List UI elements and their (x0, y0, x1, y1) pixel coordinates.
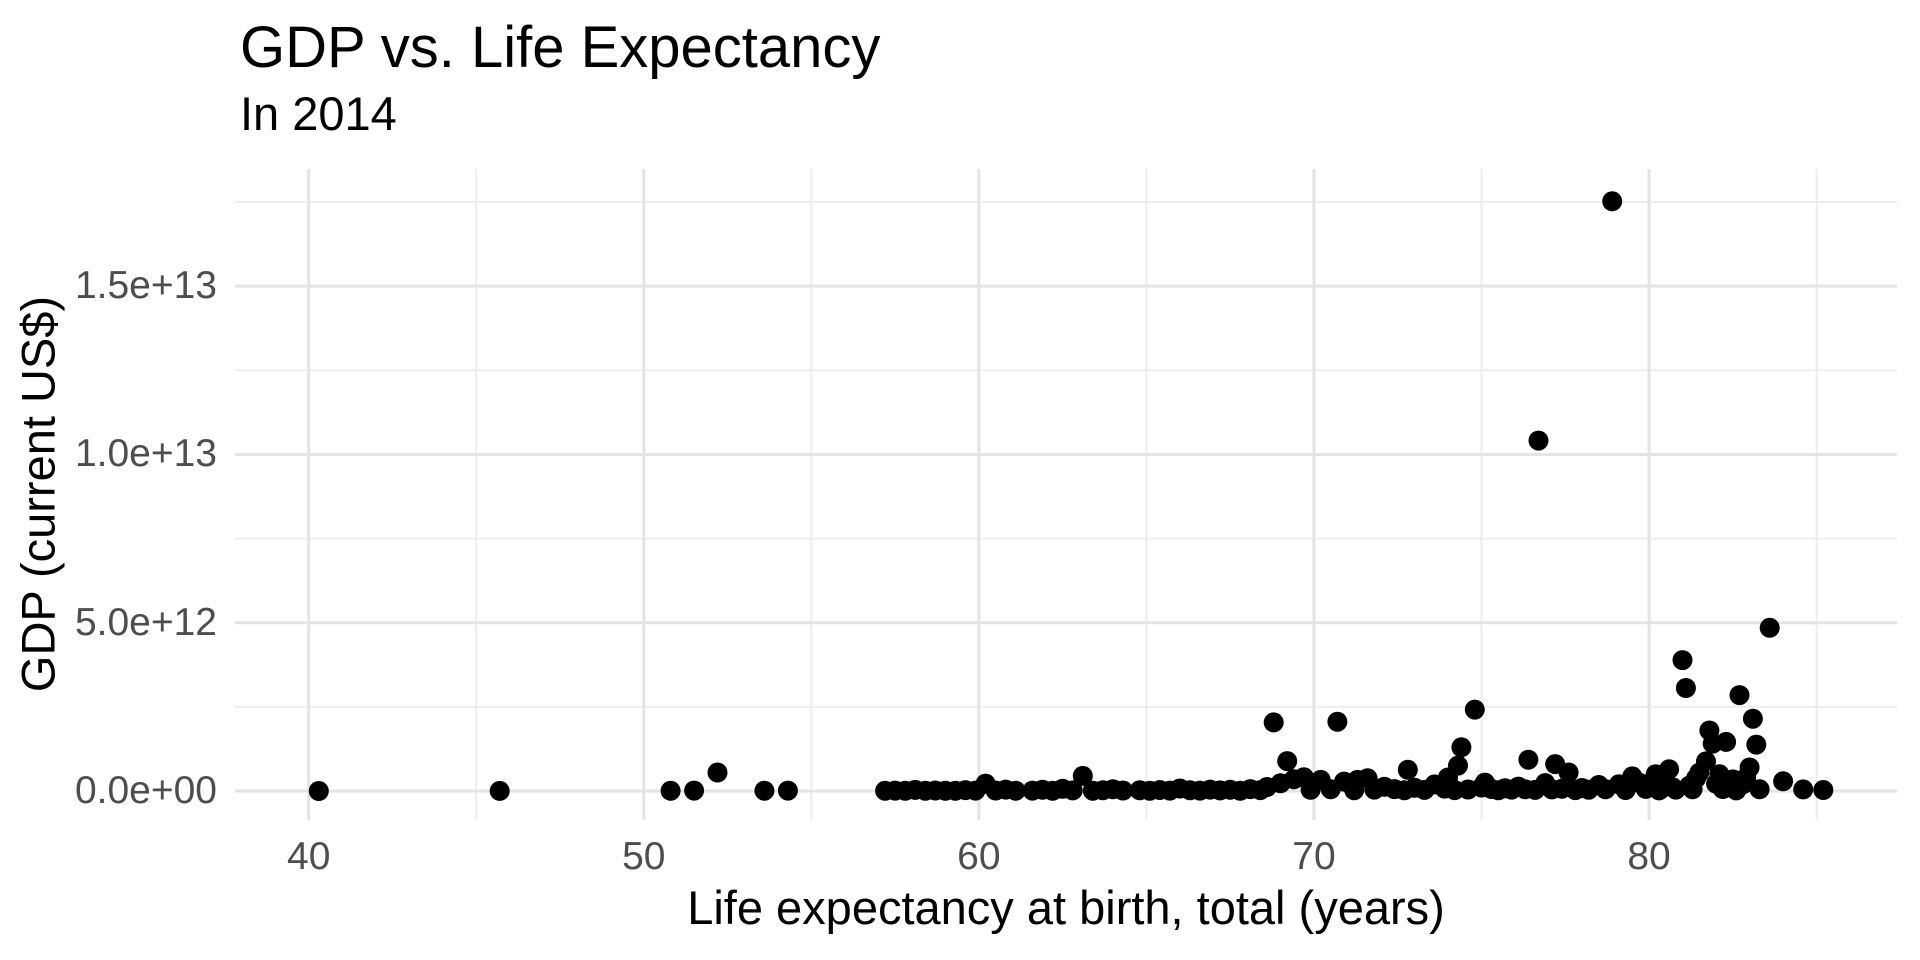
data-point (1062, 780, 1083, 801)
data-point (1659, 759, 1680, 780)
data-point (1759, 617, 1780, 638)
data-point (1793, 779, 1814, 800)
data-point (1327, 711, 1348, 732)
data-point (1072, 765, 1093, 786)
y-tick-label: 5.0e+12 (74, 600, 217, 644)
x-tick-label: 70 (1292, 835, 1336, 878)
y-tick-label: 0.0e+00 (74, 769, 217, 813)
data-point (1813, 780, 1834, 800)
data-point (1113, 780, 1133, 801)
data-point (489, 780, 510, 801)
chart-subtitle: In 2014 (240, 87, 397, 140)
data-point (1397, 759, 1418, 780)
data-point (707, 762, 728, 783)
data-point (1518, 749, 1539, 770)
x-tick-label: 80 (1627, 835, 1671, 878)
data-point (1749, 779, 1770, 800)
data-point (660, 780, 681, 801)
data-point (1729, 685, 1750, 706)
data-point (1528, 430, 1549, 451)
data-point (1464, 699, 1485, 720)
y-tick-label: 1.5e+13 (74, 264, 217, 308)
data-point (1716, 731, 1737, 752)
data-point (1451, 737, 1472, 758)
data-point (1746, 734, 1767, 755)
data-point (1602, 191, 1623, 212)
data-point (1739, 757, 1760, 778)
y-tick-label: 1.0e+13 (74, 432, 217, 476)
data-point (754, 780, 775, 801)
data-point (1773, 771, 1794, 792)
data-point (1277, 751, 1298, 772)
data-point (1005, 780, 1026, 801)
x-tick-label: 60 (957, 835, 1001, 878)
x-tick-label: 40 (287, 835, 331, 878)
data-point (684, 780, 705, 801)
data-point (777, 780, 798, 801)
data-point (1263, 712, 1284, 733)
data-point (1448, 755, 1468, 776)
x-axis-title: Life expectancy at birth, total (years) (687, 881, 1445, 934)
data-point (1675, 678, 1696, 698)
chart-title: GDP vs. Life Expectancy (240, 15, 881, 80)
data-point (1672, 650, 1693, 671)
data-point (1696, 751, 1716, 772)
x-tick-label: 50 (622, 835, 666, 878)
data-point (308, 781, 329, 801)
data-point (1742, 708, 1763, 729)
data-point (1558, 762, 1579, 783)
